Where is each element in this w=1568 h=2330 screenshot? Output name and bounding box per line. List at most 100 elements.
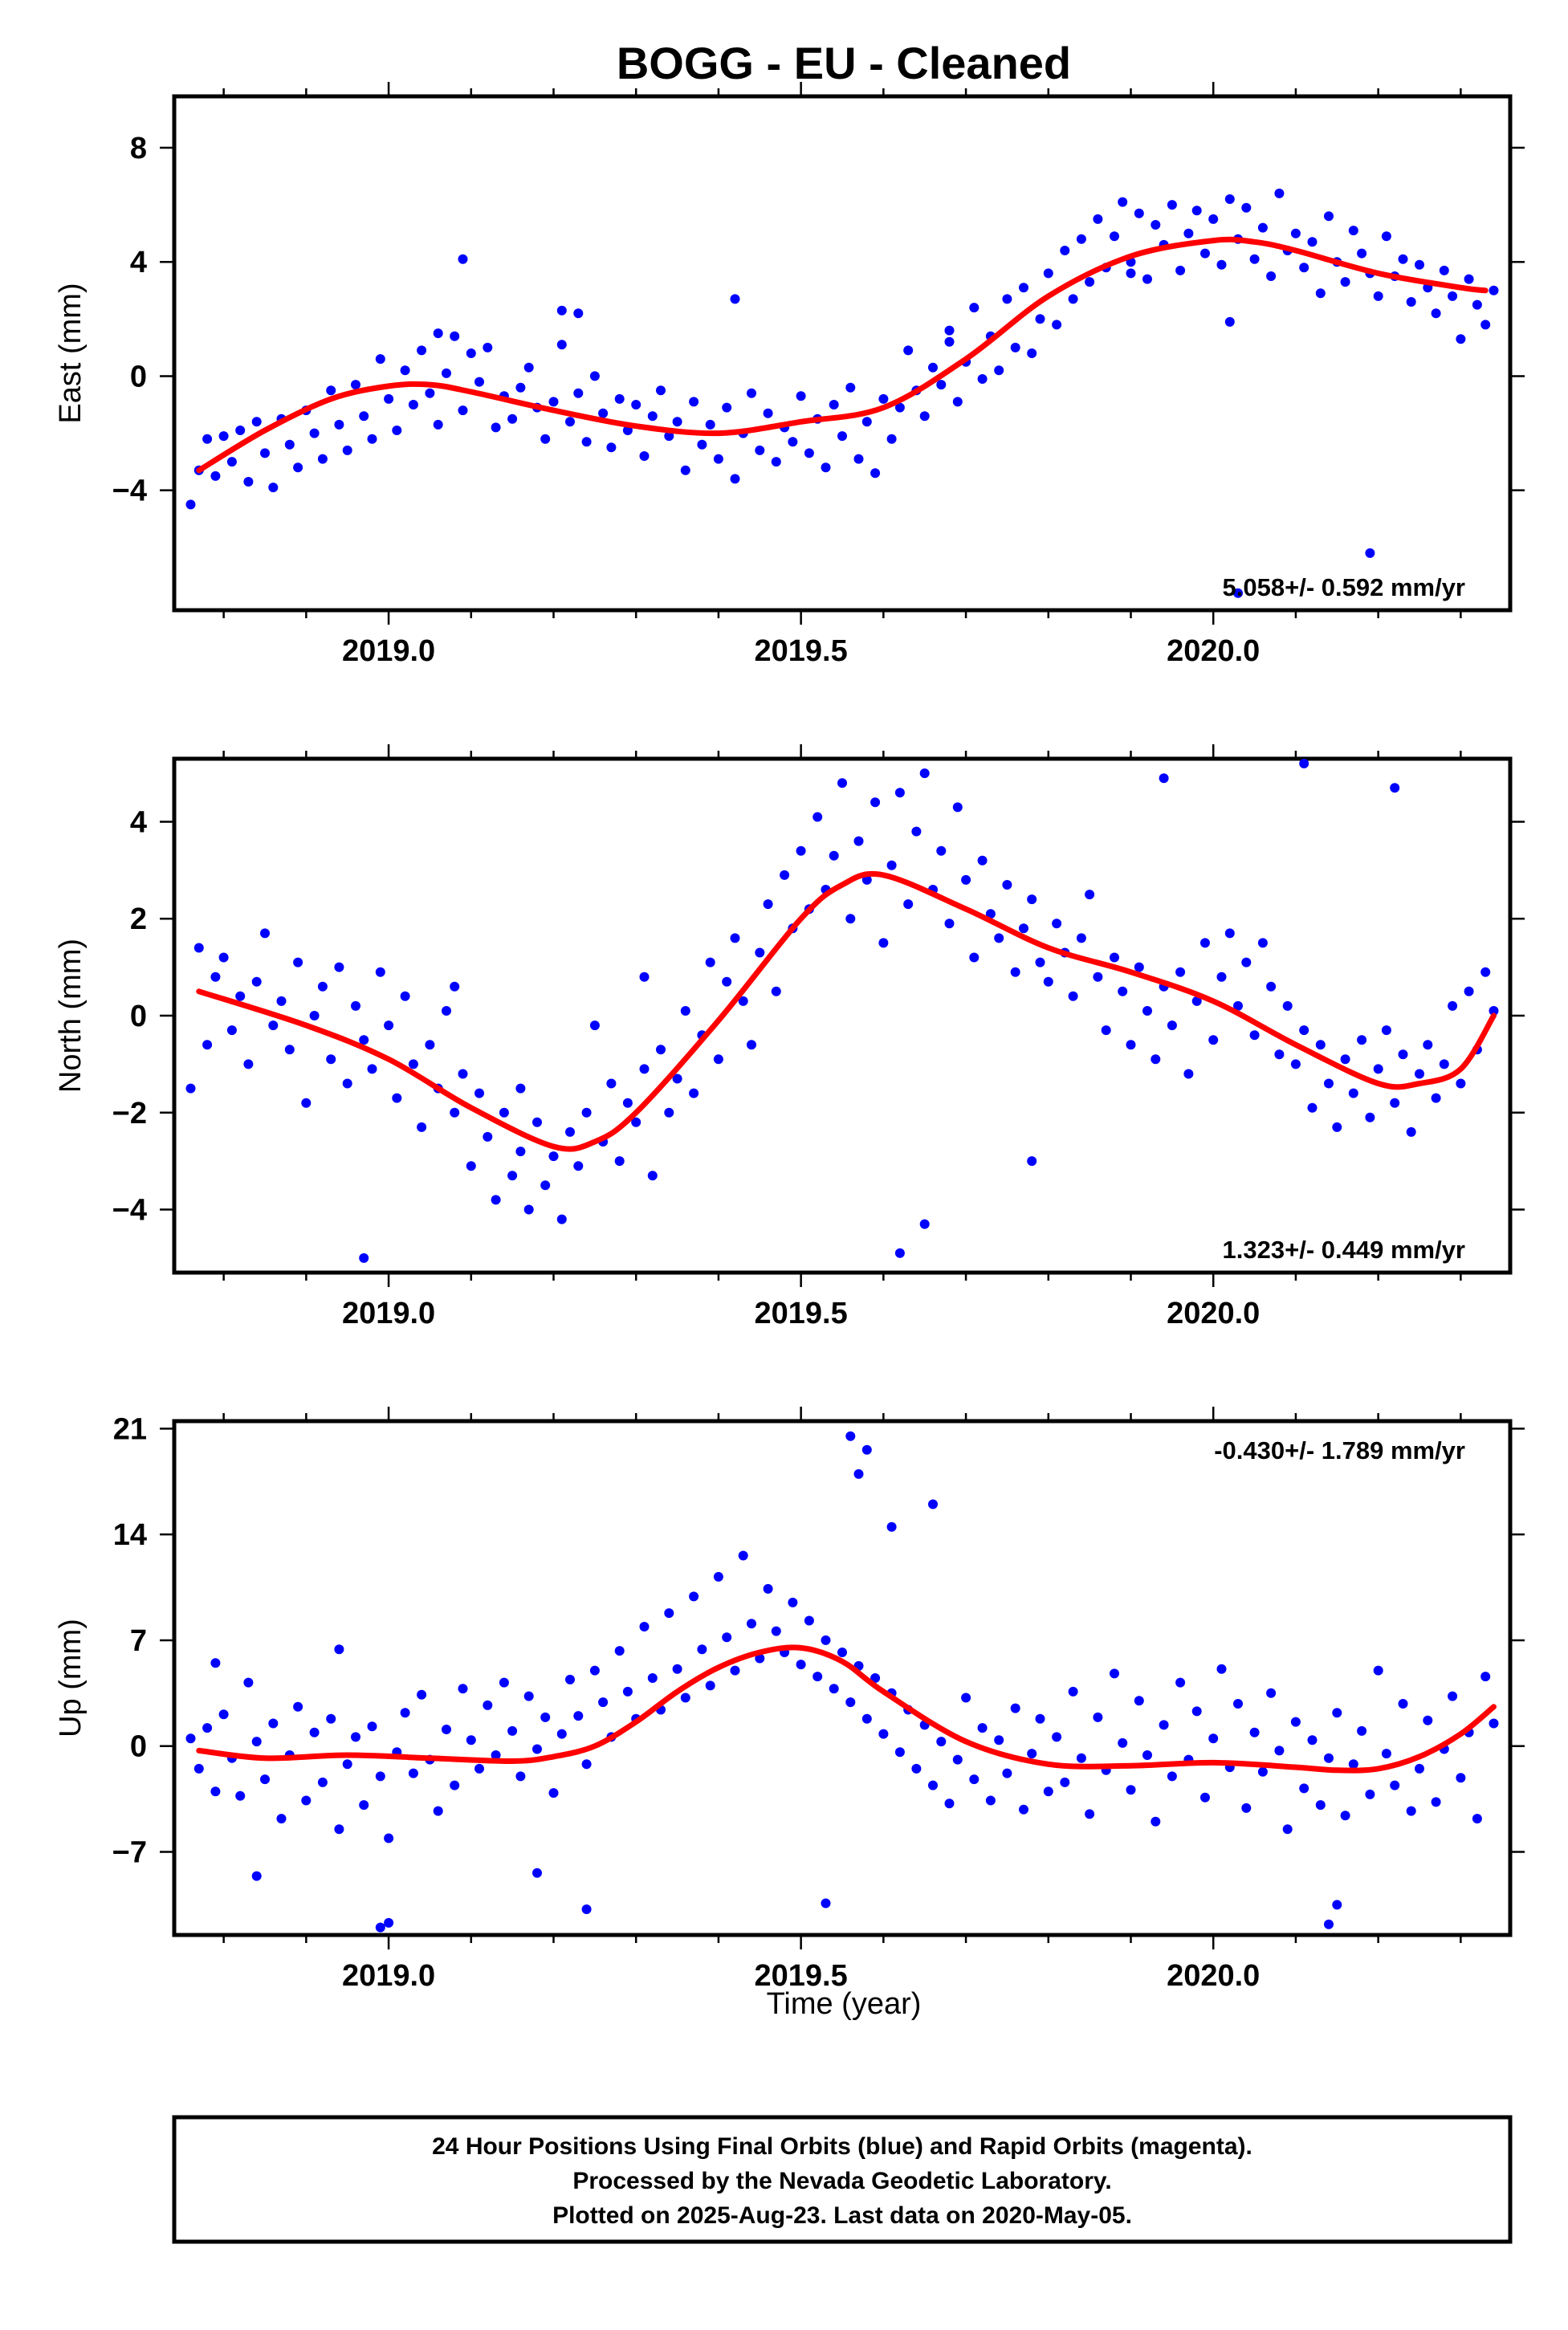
east-data-point	[713, 454, 723, 464]
north-data-point	[442, 1006, 451, 1016]
north-data-point	[532, 1117, 542, 1127]
up-data-point	[276, 1814, 287, 1824]
east-data-point	[1134, 208, 1144, 218]
north-data-point	[1448, 1000, 1458, 1011]
east-data-point	[705, 419, 715, 430]
east-data-point	[804, 448, 814, 458]
north-data-point	[1299, 759, 1309, 768]
north-data-point	[1315, 1040, 1326, 1050]
up-data-point	[911, 1763, 922, 1774]
north-data-point	[853, 836, 864, 846]
east-data-point	[861, 417, 872, 427]
north-data-point	[1348, 1088, 1358, 1098]
up-data-point	[384, 1833, 394, 1843]
up-data-point	[1126, 1785, 1136, 1795]
east-y-tick-label: 8	[130, 132, 147, 165]
north-data-point	[829, 850, 839, 861]
east-data-point	[919, 411, 930, 422]
up-data-point	[1324, 1753, 1334, 1763]
east-data-point	[458, 405, 468, 416]
up-data-point	[581, 1904, 592, 1914]
east-data-point	[722, 402, 732, 413]
up-data-point	[268, 1718, 279, 1729]
east-data-point	[1167, 200, 1177, 210]
north-data-point	[919, 768, 930, 779]
north-data-point	[1381, 1025, 1391, 1036]
east-data-point	[260, 448, 270, 458]
north-data-point	[672, 1073, 682, 1084]
up-data-point	[417, 1689, 427, 1700]
east-data-point	[1010, 342, 1020, 352]
up-data-point	[1019, 1804, 1028, 1815]
east-data-point	[367, 434, 377, 444]
east-data-point	[1274, 188, 1285, 198]
north-data-point	[1093, 972, 1103, 982]
north-data-point	[1208, 1035, 1219, 1045]
up-data-point	[837, 1648, 847, 1657]
north-data-point	[1282, 1000, 1293, 1011]
east-data-point	[540, 434, 551, 444]
north-data-point	[919, 1219, 930, 1229]
up-data-point	[1110, 1668, 1119, 1679]
north-data-point	[515, 1083, 526, 1094]
up-data-point	[886, 1521, 897, 1532]
up-data-point	[573, 1711, 584, 1721]
north-data-point	[961, 874, 971, 885]
east-data-point	[1431, 308, 1441, 319]
east-panel: 2019.0 2019.5 2020.0 −4 0 4 8 East (mm) 5.058+/-…	[54, 82, 1525, 668]
east-data-point	[1002, 294, 1012, 304]
north-data-point	[1175, 967, 1186, 977]
north-data-point	[1324, 1078, 1334, 1089]
east-data-point	[689, 397, 699, 407]
east-data-point	[1480, 320, 1491, 330]
north-data-point	[1068, 991, 1078, 1001]
north-data-point	[952, 802, 963, 813]
north-data-point	[392, 1093, 402, 1103]
up-data-point	[540, 1712, 551, 1722]
north-data-point	[523, 1204, 534, 1215]
east-data-point	[515, 382, 526, 393]
up-data-point	[193, 1763, 204, 1774]
north-data-point	[771, 986, 781, 996]
east-data-point	[952, 397, 963, 407]
up-data-point	[450, 1780, 460, 1790]
up-data-point	[755, 1653, 765, 1664]
north-data-point	[556, 1214, 567, 1224]
east-data-point	[334, 419, 344, 430]
north-data-point	[985, 909, 996, 919]
north-data-point	[911, 826, 922, 837]
north-data-point	[763, 899, 773, 910]
up-y-axis-label: Up (mm)	[54, 1619, 88, 1737]
up-data-point	[1043, 1786, 1053, 1797]
north-data-point	[1340, 1054, 1350, 1065]
east-data-point	[788, 437, 798, 447]
east-data-point	[507, 413, 518, 424]
east-data-point	[747, 388, 756, 398]
north-data-point	[1307, 1102, 1318, 1113]
east-data-point	[1489, 285, 1499, 295]
east-data-point	[433, 328, 443, 339]
east-data-point	[581, 437, 592, 447]
east-data-point	[870, 468, 881, 479]
east-data-point	[606, 442, 617, 453]
up-data-point	[581, 1759, 592, 1770]
east-data-point	[656, 385, 666, 396]
up-data-point	[647, 1673, 658, 1683]
north-data-point	[1274, 1049, 1285, 1060]
north-data-point	[548, 1151, 559, 1162]
up-data-point	[384, 1917, 394, 1928]
up-data-point	[985, 1795, 996, 1806]
north-data-point	[656, 1045, 666, 1055]
east-data-point	[1191, 206, 1202, 216]
east-data-point	[384, 393, 394, 404]
east-data-point	[647, 411, 658, 422]
up-data-point	[845, 1697, 856, 1708]
east-data-point	[1233, 588, 1243, 598]
up-data-point	[928, 1499, 938, 1509]
footer-box	[172, 2115, 1513, 2244]
east-data-point	[573, 388, 584, 398]
east-data-point	[293, 462, 303, 473]
north-data-point	[1390, 783, 1400, 793]
north-data-point	[251, 976, 262, 987]
up-data-point	[1151, 1816, 1161, 1827]
